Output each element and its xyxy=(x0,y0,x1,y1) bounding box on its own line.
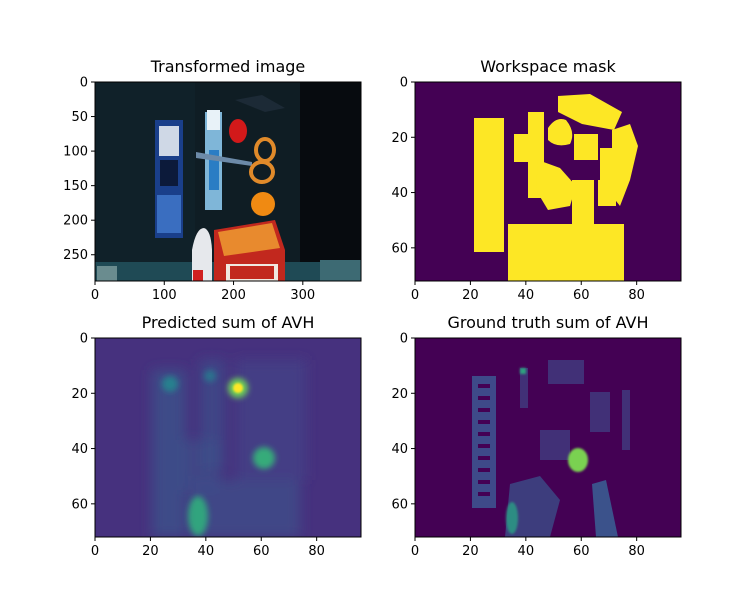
x-tick-label: 0 xyxy=(91,544,99,559)
y-tick-label: 20 xyxy=(391,131,408,146)
y-tick-label: 50 xyxy=(71,110,88,125)
mask-image xyxy=(415,82,681,281)
x-tick-label: 0 xyxy=(411,288,419,303)
x-axis: 0 20 40 60 80 xyxy=(411,281,645,303)
x-tick-label: 40 xyxy=(518,288,535,303)
y-tick-label: 0 xyxy=(400,332,408,347)
panel-workspace-mask: Workspace mask 0 20 40 60 80 0 20 40 60 xyxy=(391,57,682,303)
x-tick-label: 200 xyxy=(221,288,246,303)
y-tick-label: 60 xyxy=(391,241,408,256)
x-tick-label: 60 xyxy=(573,544,590,559)
hotspot xyxy=(568,448,588,472)
panel-title: Workspace mask xyxy=(480,57,616,76)
y-tick-label: 60 xyxy=(71,497,88,512)
y-tick-label: 0 xyxy=(80,76,88,91)
hotspot xyxy=(188,496,208,536)
y-tick-label: 0 xyxy=(80,332,88,347)
x-tick-label: 100 xyxy=(152,288,177,303)
panel-transformed-image: Transformed image xyxy=(63,57,362,303)
x-tick-label: 40 xyxy=(198,544,215,559)
x-tick-label: 300 xyxy=(290,288,315,303)
y-tick-label: 20 xyxy=(71,387,88,402)
y-axis: 0 20 40 60 xyxy=(391,76,415,256)
ground-truth-heatmap xyxy=(415,338,681,537)
toothpaste-box xyxy=(155,120,183,238)
predicted-heatmap xyxy=(95,338,361,537)
hotspot xyxy=(506,502,518,534)
x-tick-label: 80 xyxy=(308,544,325,559)
x-axis: 0 100 200 300 xyxy=(91,281,315,303)
cracker-box xyxy=(214,220,285,281)
panel-ground-truth-avh: Ground truth sum of AVH xyxy=(391,313,682,559)
white-bottle xyxy=(192,228,212,281)
scissors xyxy=(196,137,276,184)
x-tick-label: 60 xyxy=(573,288,590,303)
x-tick-label: 40 xyxy=(518,544,535,559)
red-ball xyxy=(229,119,247,143)
y-tick-label: 40 xyxy=(391,442,408,457)
photo-image xyxy=(95,82,361,281)
y-tick-label: 150 xyxy=(63,179,88,194)
y-tick-label: 40 xyxy=(71,442,88,457)
x-tick-label: 20 xyxy=(142,544,159,559)
y-tick-label: 40 xyxy=(391,186,408,201)
y-axis: 0 50 100 150 200 250 xyxy=(63,76,95,263)
x-tick-label: 60 xyxy=(253,544,270,559)
x-axis: 0 20 40 60 80 xyxy=(91,537,325,559)
x-axis: 0 20 40 60 80 xyxy=(411,537,645,559)
y-axis: 0 20 40 60 xyxy=(391,332,415,512)
toothpaste-tube xyxy=(205,110,222,210)
y-tick-label: 0 xyxy=(400,76,408,91)
panel-predicted-avh: Predicted sum of AVH 0 20 40 60 80 0 20 40 60 xyxy=(71,313,362,559)
y-tick-label: 20 xyxy=(391,387,408,402)
x-tick-label: 80 xyxy=(628,544,645,559)
x-tick-label: 20 xyxy=(462,544,479,559)
panel-title: Predicted sum of AVH xyxy=(142,313,315,332)
panel-title: Transformed image xyxy=(150,57,306,76)
panel-title: Ground truth sum of AVH xyxy=(448,313,649,332)
x-tick-label: 0 xyxy=(411,544,419,559)
y-tick-label: 60 xyxy=(391,497,408,512)
hotspot xyxy=(253,447,275,469)
y-tick-label: 250 xyxy=(63,248,88,263)
orange xyxy=(251,192,275,216)
y-axis: 0 20 40 60 xyxy=(71,332,95,512)
x-tick-label: 20 xyxy=(462,288,479,303)
y-tick-label: 200 xyxy=(63,214,88,229)
x-tick-label: 0 xyxy=(91,288,99,303)
y-tick-label: 100 xyxy=(63,145,88,160)
x-tick-label: 80 xyxy=(628,288,645,303)
